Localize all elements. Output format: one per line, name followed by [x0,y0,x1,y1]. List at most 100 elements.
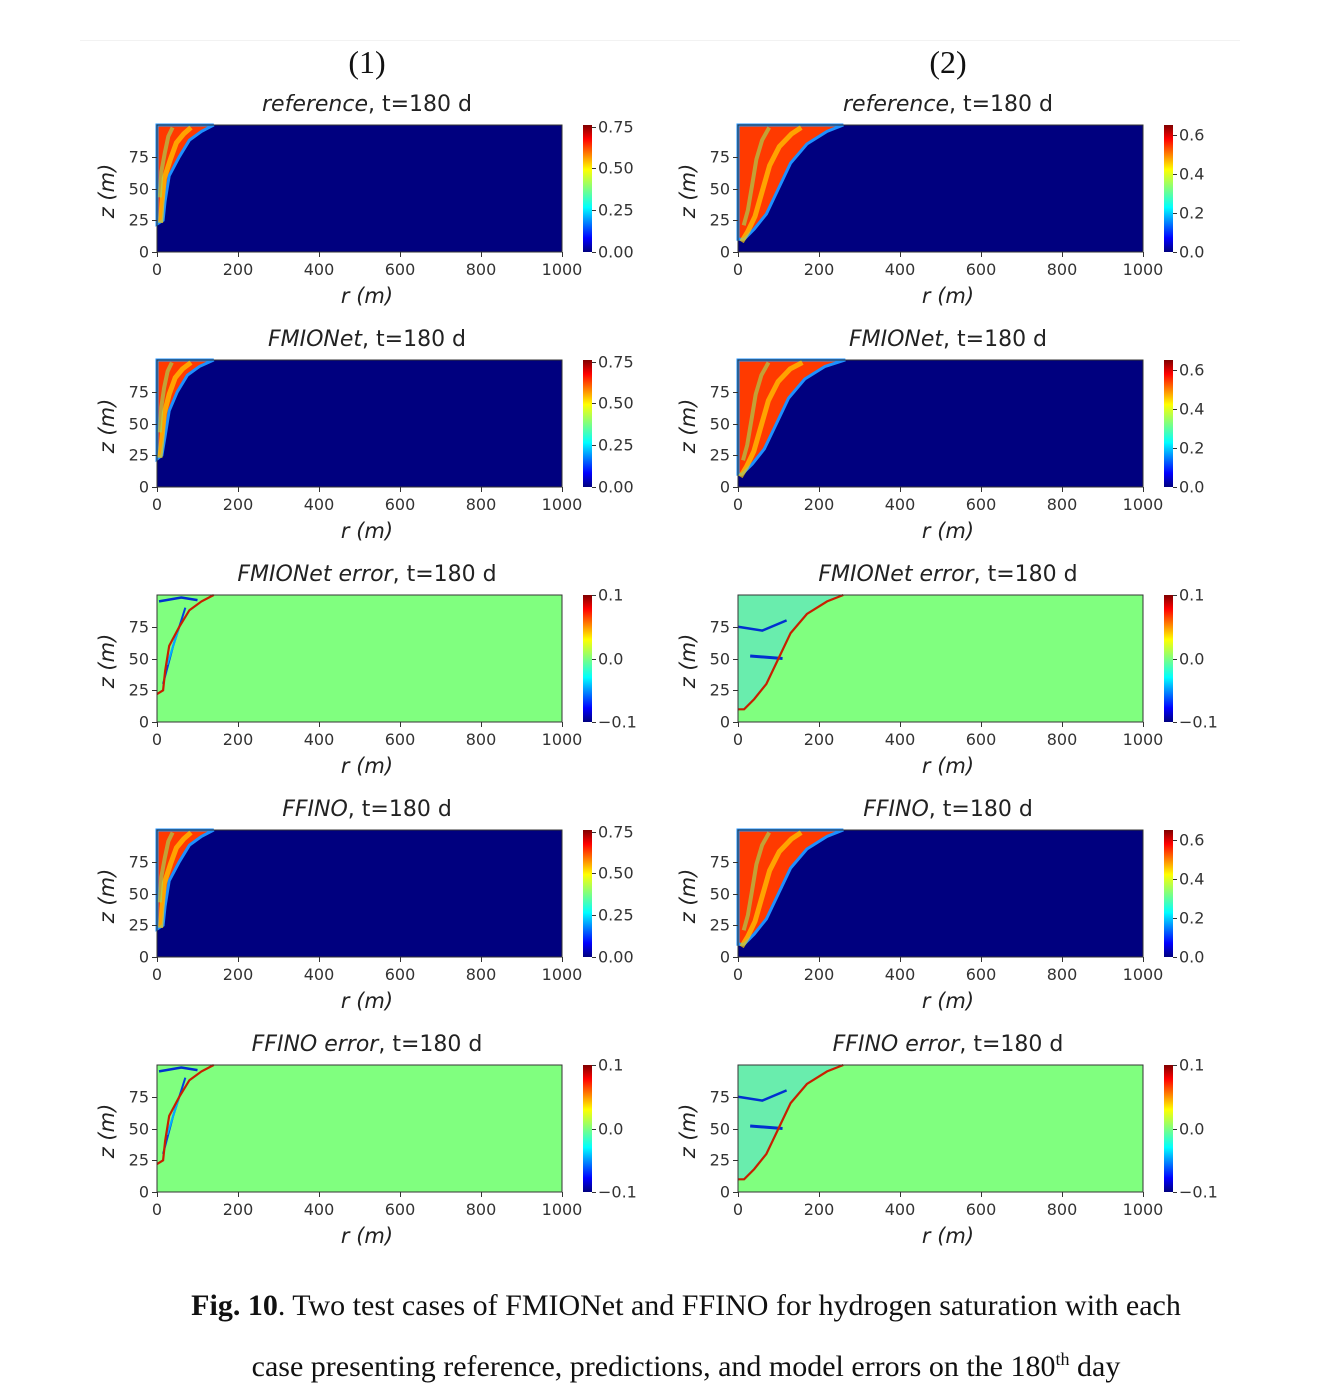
x-tick-mark [562,487,563,492]
y-tick-label: 0 [138,1182,149,1202]
y-axis-label: z (m) [676,163,700,218]
plot-frame [156,1064,563,1193]
y-axis-label: z (m) [676,398,700,453]
colorbar [583,125,592,252]
y-tick-mark [733,722,738,723]
x-tick-label: 1000 [541,730,583,749]
x-tick-label: 200 [803,1200,835,1219]
x-tick-mark [981,1192,982,1197]
y-tick-label: 75 [709,147,730,167]
x-tick-label: 600 [965,965,997,984]
colorbar [1164,595,1173,722]
heatmap-plot [737,593,1144,723]
error-front-line [738,1063,844,1181]
y-tick-label: 0 [138,477,149,497]
x-tick-mark [981,487,982,492]
x-tick-mark [562,1192,563,1197]
plot-frame [737,829,1144,958]
error-streak [166,1096,181,1136]
x-tick-label: 0 [151,965,163,984]
colorbar-tick-mark [592,126,596,128]
y-tick-mark [733,1096,738,1098]
x-axis-label: r (m) [340,754,394,778]
y-tick-mark [733,391,738,393]
plume-inner-band [741,361,771,461]
colorbar-tick-mark [1173,173,1177,175]
x-tick-mark [157,722,158,727]
x-tick-mark [1143,722,1144,727]
y-tick-label: 25 [128,915,149,935]
x-tick-label: 800 [1046,730,1078,749]
plot-frame [156,829,563,958]
x-tick-mark [738,487,739,492]
x-tick-mark [1062,252,1063,257]
y-tick-label: 50 [128,179,149,198]
y-tick-label: 0 [719,712,730,732]
plume-inner-band [157,360,193,459]
y-tick-label: 50 [709,179,730,198]
colorbar-tick-mark [1173,447,1177,449]
colorbar [1164,360,1173,487]
plot-frame [737,1064,1144,1193]
colorbar-tick-mark [1173,1192,1177,1193]
y-tick-mark [733,957,738,958]
error-front-line [156,1064,215,1166]
x-tick-mark [400,1192,401,1197]
colorbar-tick-mark [592,1192,596,1193]
colorbar-tick-mark [1173,878,1177,880]
y-tick-mark [152,220,157,222]
y-tick-mark [733,455,738,457]
y-tick-mark [152,455,157,457]
error-front-line [738,593,844,711]
x-tick-label: 1000 [541,260,583,279]
error-region [738,1065,844,1180]
colorbar-tick-label: 0.75 [598,352,634,372]
y-tick-label: 75 [709,382,730,402]
heatmap-background [738,360,1143,487]
panel-title: reference, t=180 d [262,92,472,117]
colorbar [583,1065,592,1192]
colorbar-tick-mark [592,658,596,660]
caption-text-1: . Two test cases of FMIONet and FFINO fo… [277,1289,1181,1322]
x-tick-mark [319,487,320,492]
colorbar-tick-label: 0.2 [1179,203,1205,223]
plume-inner-band [158,830,193,928]
y-tick-label: 75 [128,147,149,167]
y-tick-mark [733,487,738,488]
x-tick-mark [238,957,239,962]
heatmap-plot [155,358,563,488]
y-tick-label: 25 [128,210,149,230]
colorbar-tick-mark [592,252,596,253]
x-tick-mark [1062,957,1063,962]
colorbar-tick-mark [592,722,596,723]
colorbar-tick-mark [1173,212,1177,214]
x-axis-label: r (m) [921,284,975,308]
x-axis-label: r (m) [921,519,975,543]
y-tick-mark [152,861,157,863]
colorbar-tick-label: 0.4 [1179,399,1205,419]
colorbar-tick-mark [592,915,596,917]
x-tick-mark [738,722,739,727]
plot-frame [156,124,563,253]
error-streak [737,1089,788,1102]
colorbar-tick-mark [592,1065,596,1066]
x-tick-label: 800 [465,260,497,279]
y-tick-label: 25 [128,445,149,465]
y-tick-label: 25 [709,445,730,465]
y-tick-label: 50 [128,1119,149,1138]
y-tick-label: 25 [709,915,730,935]
plot-frame [737,359,1144,488]
x-tick-mark [400,252,401,257]
x-tick-mark [481,722,482,727]
panel-title: FFINO error, t=180 d [833,1032,1064,1057]
heatmap-plot [736,123,1144,253]
x-tick-label: 1000 [541,495,583,514]
colorbar-tick-mark [592,1128,596,1130]
heatmap-plot [156,1064,563,1193]
x-tick-label: 600 [965,1200,997,1219]
plume-inner-band [157,361,174,433]
colorbar-tick-mark [592,403,596,405]
y-tick-mark [733,1128,738,1130]
x-tick-mark [562,252,563,257]
colorbar-tick-mark [1173,722,1177,723]
